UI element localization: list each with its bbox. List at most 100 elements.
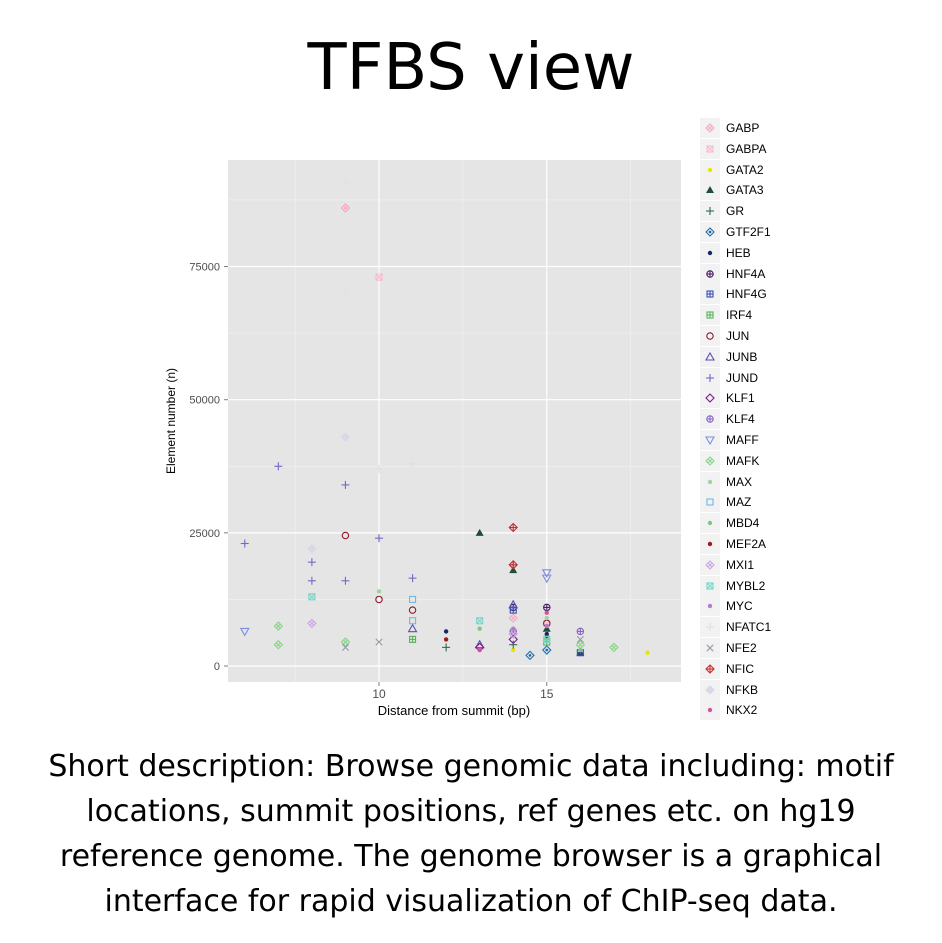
legend-key [700, 118, 720, 138]
legend-item-gata2: GATA2 [700, 159, 782, 180]
data-point-nfatc1 [341, 289, 350, 298]
data-point-nfatc1 [375, 464, 383, 473]
data-point-klf1 [508, 634, 519, 645]
data-point-nfkb [340, 432, 351, 442]
data-point-gabpa [375, 273, 383, 281]
legend-item-nfatc1: NFATC1 [700, 617, 782, 638]
data-point-mafk [273, 639, 284, 650]
legend-label: GABP [726, 121, 760, 135]
legend-item-nfkb: NFKB [700, 679, 782, 700]
plot-panel [228, 160, 681, 682]
data-point-maz [409, 595, 417, 603]
legend-key [700, 180, 720, 201]
legend-label: NFATC1 [726, 620, 772, 635]
legend-label: MAFF [726, 433, 759, 447]
data-point-junb [407, 623, 418, 633]
data-point-nfe2 [341, 643, 350, 651]
y-tick-label: 25000 [189, 528, 220, 540]
legend-key [700, 326, 720, 346]
legend-item-mbd4: MBD4 [700, 513, 782, 534]
data-point-gabp [340, 203, 351, 213]
legend-symbol-nkx2 [707, 708, 713, 713]
legend-key [700, 492, 720, 513]
legend-item-max: MAX [700, 471, 782, 492]
legend-label: JUNB [726, 349, 758, 364]
legend-label: MXI1 [726, 557, 755, 572]
x-tick-label: 15 [540, 687, 554, 701]
legend-key [700, 617, 720, 638]
legend-key [700, 222, 720, 242]
legend-label: GATA3 [726, 183, 764, 198]
legend-symbol-klf1 [705, 393, 715, 404]
data-point-jund [274, 462, 283, 471]
legend-key [700, 679, 720, 700]
legend-item-heb: HEB [700, 242, 782, 263]
data-point-gr [509, 640, 518, 649]
legend-label: MAX [726, 474, 753, 489]
data-point-hnf4a [543, 603, 551, 612]
data-point-gata2 [645, 650, 650, 655]
legend-label: GATA2 [726, 162, 764, 177]
legend-symbol-nfe2 [706, 644, 714, 652]
data-point-nfkb [307, 544, 317, 554]
data-point-nkx2 [477, 647, 482, 653]
data-point-mybl2 [543, 635, 551, 643]
data-point-gabp [508, 613, 519, 623]
data-point-mafk [273, 621, 284, 631]
legend-key [700, 513, 720, 534]
data-point-mbd4 [477, 626, 482, 631]
legend-item-maz: MAZ [700, 492, 782, 513]
legend-label: MBD4 [726, 516, 760, 531]
legend-key [700, 388, 720, 409]
legend-item-nfic: NFIC [700, 658, 782, 679]
data-point-nfic [508, 560, 519, 570]
y-tick-label: 50000 [189, 395, 220, 407]
legend-key [700, 242, 720, 263]
data-point-nfe2 [576, 635, 584, 643]
legend-item-maff: MAFF [700, 430, 782, 450]
data-point-mef2a [443, 637, 449, 642]
legend-symbol-mbd4 [707, 520, 713, 526]
legend-key [700, 284, 720, 305]
data-point-jund [240, 539, 249, 548]
data-point-junb [474, 639, 485, 649]
data-point-nfic [508, 522, 519, 533]
data-point-jun [341, 531, 350, 540]
data-point-jun [408, 606, 417, 614]
legend-symbol-nfatc1 [706, 623, 714, 632]
legend-symbol-gtf2f1 [705, 227, 715, 237]
legend-item-gabp: GABP [700, 118, 782, 138]
legend-label: HNF4A [726, 266, 766, 281]
legend-key [700, 201, 720, 222]
legend-symbol-nfic [705, 664, 715, 674]
legend-label: GTF2F1 [726, 225, 771, 239]
legend-key [700, 138, 720, 159]
data-point-maff [541, 569, 552, 578]
data-point-nfatc1 [341, 177, 350, 186]
legend-label: KLF4 [726, 412, 755, 427]
data-point-jund [307, 576, 316, 585]
legend-key [700, 700, 720, 721]
legend-item-gr: GR [700, 201, 782, 222]
legend-label: GR [726, 204, 744, 219]
legend-item-hnf4a: HNF4A [700, 263, 782, 284]
legend-symbol-junb [705, 351, 715, 361]
legend-label: NFE2 [726, 641, 757, 655]
slide-description: Short description: Browse genomic data i… [48, 749, 894, 919]
data-point-gata2 [511, 647, 516, 653]
data-point-jund [408, 574, 417, 583]
data-point-maff [541, 574, 552, 584]
legend-label: MAFK [726, 453, 760, 468]
legend-symbol-max [707, 479, 713, 484]
data-point-mafk [340, 637, 351, 647]
legend-item-mxi1: MXI1 [700, 554, 782, 575]
data-point-max [376, 589, 382, 594]
y-axis-label: Element number (n) [164, 368, 178, 474]
data-points [239, 177, 650, 661]
data-point-maz [409, 617, 417, 625]
x-tick-label: 10 [372, 687, 386, 701]
legend-label: NFKB [726, 682, 759, 697]
legend-item-hnf4g: HNF4G [700, 284, 782, 305]
legend-symbol-maz [706, 498, 714, 506]
legend-item-junb: JUNB [700, 346, 782, 367]
